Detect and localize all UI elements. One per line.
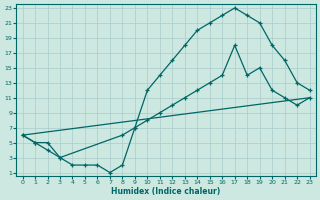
X-axis label: Humidex (Indice chaleur): Humidex (Indice chaleur) xyxy=(111,187,221,196)
